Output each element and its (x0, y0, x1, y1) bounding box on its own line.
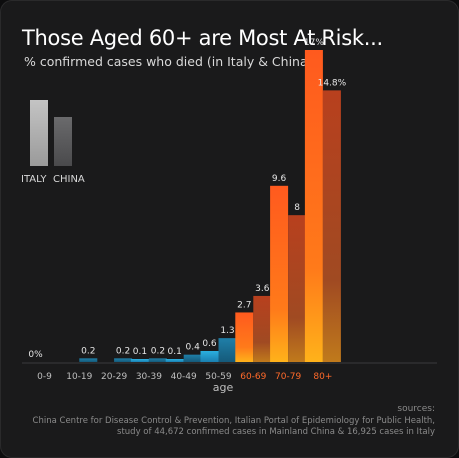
data-label-italy-50-59: 0.6 (202, 339, 217, 349)
data-label-china-10-19: 0.2 (81, 346, 95, 356)
chart-title: Those Aged 60+ are Most At Risk... (22, 26, 383, 50)
bar-china-80+ (322, 90, 341, 363)
sources-line-2: study of 44,672 confirmed cases in Mainl… (117, 427, 435, 437)
data-label-china-80+: 14.8% (318, 78, 347, 88)
data-label-china-50-59: 1.3 (220, 326, 234, 336)
x-tick-label-0-9: 0-9 (37, 372, 52, 382)
sources-label: sources: (397, 404, 435, 414)
data-label-china-40-49: 0.4 (186, 343, 201, 353)
legend-label-italy: ITALY (21, 174, 47, 185)
sources-text: China Centre for Disease Control & Preve… (15, 416, 435, 438)
bar-china-30-39 (148, 358, 167, 362)
data-label-china-70-79: 8 (294, 203, 300, 213)
x-tick-label-60-69: 60-69 (240, 372, 266, 382)
chart-subtitle: % confirmed cases who died (in Italy & C… (24, 54, 313, 69)
data-label-italy-30-39: 0.1 (133, 347, 147, 357)
legend-label-china: CHINA (53, 174, 85, 185)
x-tick-label-50-59: 50-59 (205, 372, 231, 382)
data-label-italy-80+: 17% (304, 38, 324, 48)
x-tick-label-80+: 80+ (313, 372, 332, 382)
bar-italy-30-39 (130, 359, 149, 362)
x-tick-label-70-79: 70-79 (275, 372, 301, 382)
bar-italy-40-49 (165, 359, 184, 362)
bars-layer: 0% 0.2 0.2 0.1 0.2 0.1 0.4 0.61.32.73.69.6817%1… (28, 38, 347, 363)
bar-china-50-59 (218, 338, 237, 362)
x-tick-label-10-19: 10-19 (66, 372, 92, 382)
bar-china-10-19 (79, 358, 98, 362)
sources-line-1: China Centre for Disease Control & Preve… (32, 416, 435, 426)
data-label-italy-40-49: 0.1 (168, 347, 182, 357)
x-tick-labels: 0-9 10-19 20-29 30-39 40-49 50-59 60-69 70-79 80… (37, 372, 332, 382)
x-tick-label-20-29: 20-29 (101, 372, 127, 382)
data-label-italy-70-79: 9.6 (272, 174, 287, 184)
bar-italy-80+ (304, 50, 323, 362)
legend-swatch-italy (30, 100, 48, 166)
data-label-china-20-29: 0.2 (116, 346, 130, 356)
bar-italy-60-69 (235, 312, 254, 362)
x-tick-label-30-39: 30-39 (136, 372, 162, 382)
bar-italy-50-59 (200, 350, 219, 362)
x-axis-title: age (213, 381, 234, 394)
data-label-china-60-69: 3.6 (255, 284, 270, 294)
data-label-italy-60-69: 2.7 (237, 300, 251, 310)
bar-china-40-49 (183, 354, 202, 362)
bar-italy-70-79 (270, 185, 289, 362)
legend-swatch-china (54, 117, 72, 166)
bar-china-60-69 (253, 295, 272, 362)
data-label-china-30-39: 0.2 (151, 346, 165, 356)
x-tick-label-40-49: 40-49 (171, 372, 197, 382)
bar-china-70-79 (288, 215, 307, 362)
data-label-italy-0-9: 0% (28, 350, 43, 360)
bar-china-20-29 (114, 358, 133, 362)
